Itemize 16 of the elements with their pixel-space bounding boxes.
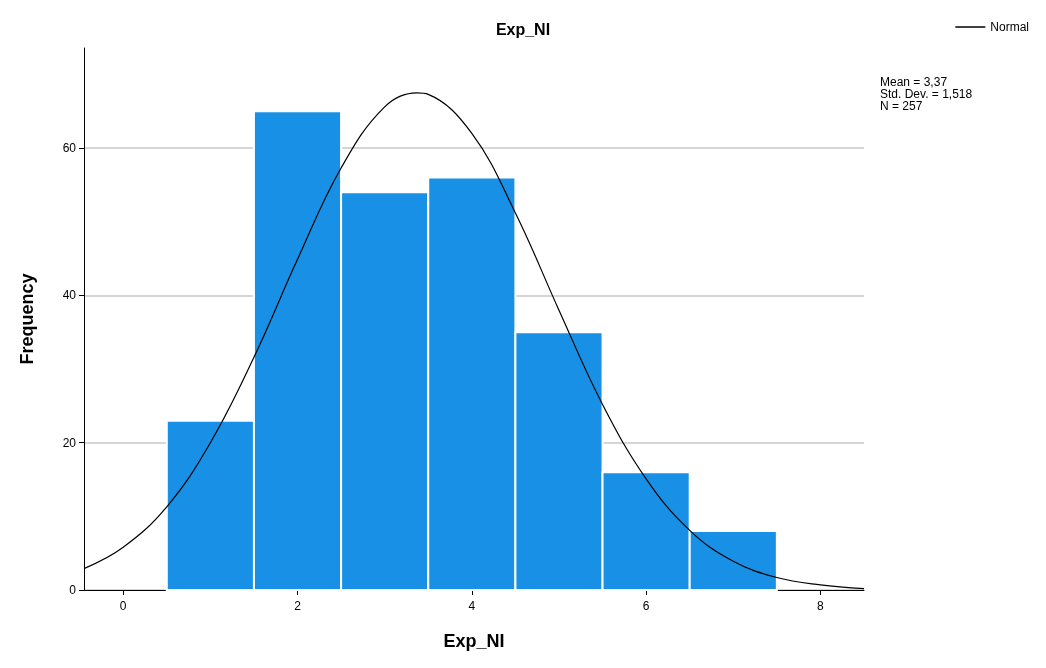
text: Mean = 3,37 (880, 75, 948, 89)
text: N = 257 (880, 99, 923, 113)
y-tick-label: 0 (69, 583, 77, 597)
y-tick-label: 40 (62, 288, 77, 303)
y-tick-label: 20 (62, 435, 77, 450)
text: Std. Dev. = 1,518 (880, 87, 973, 101)
x-axis-title: Exp_NI (443, 631, 505, 651)
y-axis-title: Frequency (17, 273, 37, 365)
x-tick-label: 4 (468, 599, 476, 613)
x-tick-label: 0 (119, 599, 127, 613)
y-tick-label: 60 (62, 141, 77, 156)
legend-label: Normal (990, 20, 1029, 34)
chart-title: Exp_NI (495, 20, 551, 38)
x-tick-label: 8 (817, 599, 825, 613)
x-tick-label: 2 (294, 599, 302, 613)
x-tick-label: 6 (642, 599, 650, 613)
